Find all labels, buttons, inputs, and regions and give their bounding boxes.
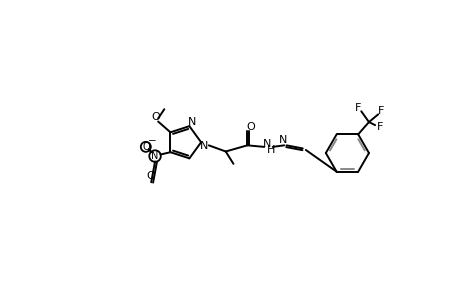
Text: N: N bbox=[263, 139, 271, 149]
Text: N: N bbox=[279, 135, 287, 145]
Text: N: N bbox=[188, 117, 196, 127]
Text: O: O bbox=[146, 171, 155, 181]
Text: O: O bbox=[246, 122, 254, 132]
Text: H: H bbox=[266, 145, 275, 155]
Text: F: F bbox=[377, 106, 384, 116]
Text: −: − bbox=[148, 136, 157, 146]
Text: F: F bbox=[354, 103, 361, 113]
Text: O: O bbox=[142, 142, 149, 152]
Text: N: N bbox=[151, 151, 158, 161]
Text: F: F bbox=[376, 122, 382, 132]
Text: O: O bbox=[151, 112, 160, 122]
Text: N: N bbox=[200, 141, 208, 151]
